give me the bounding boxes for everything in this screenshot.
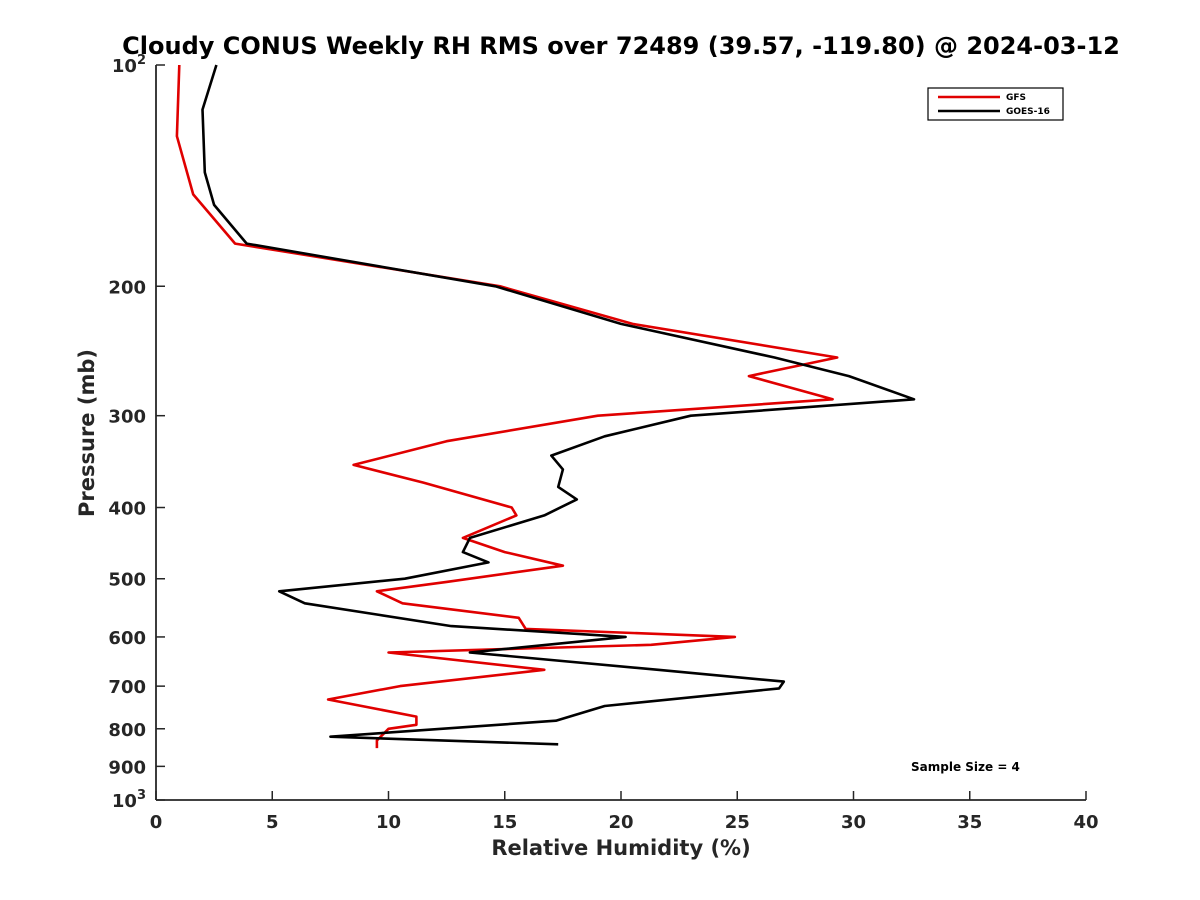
series-line-goes16 — [201, 64, 916, 746]
y-tick-label: 300 — [108, 407, 146, 428]
legend-label-gfs: GFS — [1006, 93, 1026, 103]
x-tick-label: 35 — [957, 812, 982, 833]
y-tick-label: 500 — [108, 570, 146, 591]
x-tick-label: 40 — [1073, 812, 1098, 833]
y-tick-label: 900 — [108, 757, 146, 778]
sample-size-annotation: Sample Size = 4 — [911, 760, 1020, 774]
legend: GFS GOES-16 — [927, 87, 1064, 121]
series-line-gfs — [175, 64, 839, 749]
x-tick-label: 5 — [266, 812, 279, 833]
y-tick-label: 700 — [108, 677, 146, 698]
series-layer — [175, 64, 916, 749]
x-ticks: 0 5 10 15 20 25 30 35 40 — [150, 791, 1099, 833]
legend-label-goes16: GOES-16 — [1006, 107, 1050, 117]
x-axis-label: Relative Humidity (%) — [491, 836, 750, 860]
y-tick-label: 103 — [112, 788, 146, 812]
x-tick-label: 15 — [492, 812, 517, 833]
y-tick-label: 600 — [108, 628, 146, 649]
y-tick-label: 800 — [108, 720, 146, 741]
y-ticks: 102 200 300 400 500 600 700 800 900 103 — [108, 53, 165, 812]
chart-title: Cloudy CONUS Weekly RH RMS over 72489 (3… — [122, 32, 1120, 60]
x-tick-label: 30 — [841, 812, 866, 833]
y-axis-label: Pressure (mb) — [75, 349, 99, 517]
x-tick-label: 20 — [608, 812, 633, 833]
y-tick-label: 200 — [108, 277, 146, 298]
x-tick-label: 0 — [150, 812, 163, 833]
x-tick-label: 10 — [376, 812, 401, 833]
y-tick-label: 400 — [108, 499, 146, 520]
legend-box — [927, 87, 1064, 121]
x-tick-label: 25 — [725, 812, 750, 833]
y-tick-label: 102 — [112, 53, 146, 77]
